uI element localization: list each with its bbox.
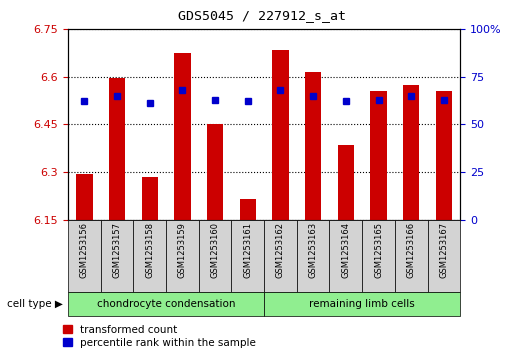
Bar <box>142 177 158 220</box>
Text: GSM1253165: GSM1253165 <box>374 222 383 278</box>
Bar <box>297 220 329 292</box>
Text: GSM1253157: GSM1253157 <box>112 222 121 278</box>
Text: GSM1253167: GSM1253167 <box>439 222 448 278</box>
Bar <box>305 72 321 220</box>
Text: GSM1253160: GSM1253160 <box>211 222 220 278</box>
Bar <box>395 220 428 292</box>
Bar <box>362 220 395 292</box>
Text: GSM1253159: GSM1253159 <box>178 222 187 278</box>
Text: GSM1253156: GSM1253156 <box>80 222 89 278</box>
Bar <box>428 220 460 292</box>
Bar <box>109 78 125 220</box>
Text: GSM1253158: GSM1253158 <box>145 222 154 278</box>
Bar <box>199 220 231 292</box>
Text: GDS5045 / 227912_s_at: GDS5045 / 227912_s_at <box>177 9 346 22</box>
Text: GSM1253163: GSM1253163 <box>309 222 317 278</box>
Text: GSM1253161: GSM1253161 <box>243 222 252 278</box>
Bar <box>76 174 93 220</box>
Bar <box>436 91 452 220</box>
Text: remaining limb cells: remaining limb cells <box>309 299 415 309</box>
Bar <box>403 85 419 220</box>
Text: chondrocyte condensation: chondrocyte condensation <box>97 299 235 309</box>
Bar <box>68 292 264 316</box>
Bar <box>264 292 460 316</box>
Bar <box>207 125 223 220</box>
Bar <box>133 220 166 292</box>
Bar <box>231 220 264 292</box>
Bar <box>166 220 199 292</box>
Bar <box>272 50 289 220</box>
Bar <box>100 220 133 292</box>
Bar <box>338 145 354 220</box>
Bar <box>370 91 386 220</box>
Text: GSM1253164: GSM1253164 <box>342 222 350 278</box>
Text: GSM1253162: GSM1253162 <box>276 222 285 278</box>
Legend: transformed count, percentile rank within the sample: transformed count, percentile rank withi… <box>63 325 256 348</box>
Bar <box>240 199 256 220</box>
Bar <box>264 220 297 292</box>
Text: cell type ▶: cell type ▶ <box>7 299 63 309</box>
Text: GSM1253166: GSM1253166 <box>407 222 416 278</box>
Bar <box>174 53 190 220</box>
Bar <box>68 220 100 292</box>
Bar <box>329 220 362 292</box>
